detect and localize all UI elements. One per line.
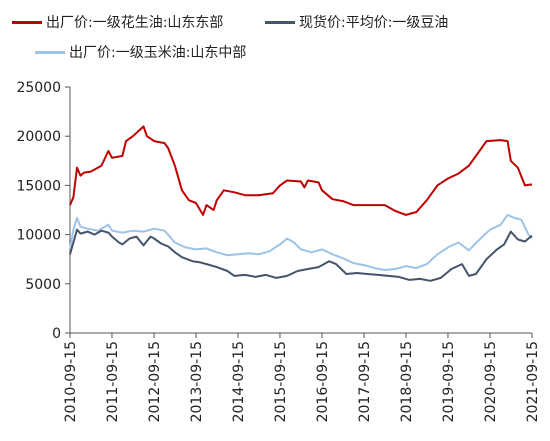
x-tick-label: 2018-09-15: [399, 341, 415, 422]
y-tick-label: 20000: [16, 129, 61, 145]
x-tick-label: 2015-09-15: [273, 341, 289, 422]
legend-swatch-corn-oil: [35, 50, 65, 54]
legend-label-corn-oil: 出厂价:一级玉米油:山东中部: [69, 45, 247, 61]
y-tick-label: 5000: [25, 277, 61, 293]
legend-swatch-peanut-oil: [12, 20, 42, 24]
x-tick-label: 2019-09-15: [441, 341, 457, 422]
x-tick-label: 2010-09-15: [63, 341, 79, 422]
x-tick-label: 2014-09-15: [231, 341, 247, 422]
x-tick-label: 2011-09-15: [105, 341, 121, 422]
y-tick-label: 10000: [16, 228, 61, 244]
x-tick-label: 2016-09-15: [315, 341, 331, 422]
legend-item-peanut-oil: 出厂价:一级花生油:山东东部: [12, 12, 223, 32]
x-tick-label: 2013-09-15: [189, 341, 205, 422]
legend-label-soybean-oil: 现货价:平均价:一级豆油: [299, 15, 449, 31]
series-line-soybean-oil: [69, 228, 533, 282]
x-tick-label: 2012-09-15: [147, 341, 163, 422]
legend-item-soybean-oil: 现货价:平均价:一级豆油: [265, 12, 448, 32]
legend-swatch-soybean-oil: [265, 20, 295, 24]
series-line-peanut-oil: [69, 125, 533, 216]
y-tick-label: 0: [52, 326, 61, 342]
y-tick-label: 25000: [16, 80, 61, 96]
x-tick-label: 2021-09-15: [525, 341, 541, 422]
legend-label-peanut-oil: 出厂价:一级花生油:山东东部: [46, 15, 224, 31]
x-tick-label: 2020-09-15: [483, 341, 499, 422]
x-tick-label: 2017-09-15: [357, 341, 373, 422]
series-line-corn-oil: [69, 213, 533, 271]
legend-item-corn-oil: 出厂价:一级玉米油:山东中部: [35, 42, 246, 62]
y-tick-label: 15000: [16, 178, 61, 194]
legend: 出厂价:一级花生油:山东东部 现货价:平均价:一级豆油 出厂价:一级玉米油:山东…: [0, 0, 550, 70]
